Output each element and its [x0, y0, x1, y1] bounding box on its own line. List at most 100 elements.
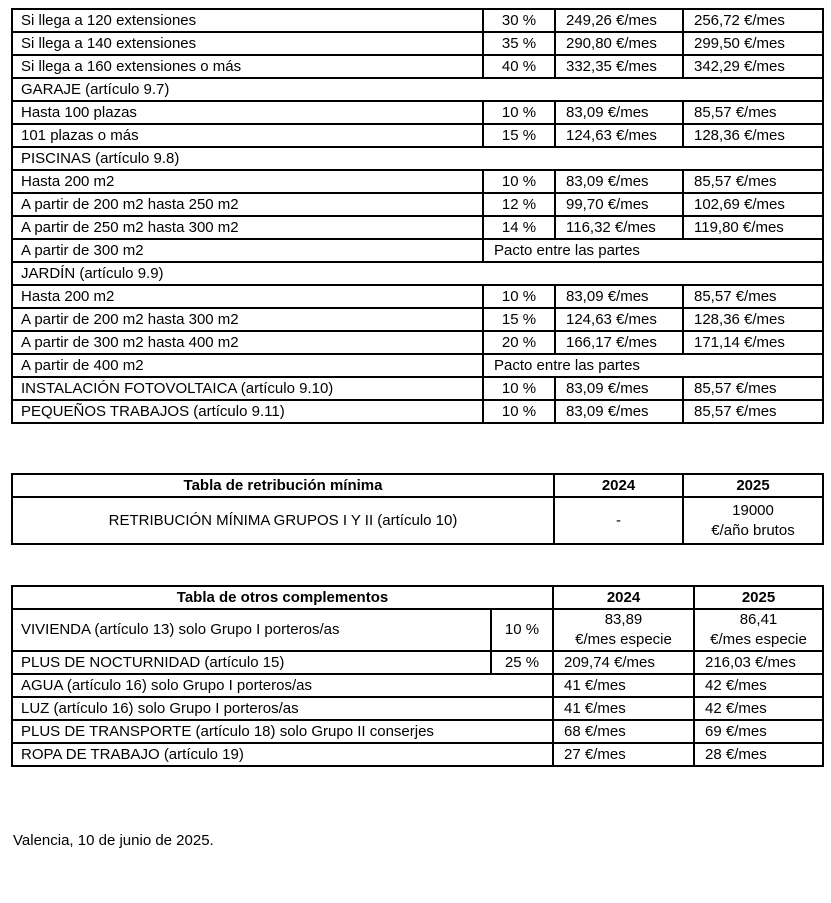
concept-cell: A partir de 300 m2 hasta 400 m2: [11, 330, 484, 355]
concept-cell: A partir de 300 m2: [11, 238, 484, 263]
value-2025-cell: 216,03 €/mes: [693, 650, 824, 675]
value-2024-cell: 332,35 €/mes: [554, 54, 684, 79]
concept-cell: Si llega a 140 extensiones: [11, 31, 484, 56]
table-row: Hasta 200 m2 10 % 83,09 €/mes 85,57 €/mes: [11, 284, 824, 309]
table-row: 101 plazas o más 15 % 124,63 €/mes 128,36 €…: [11, 123, 824, 148]
section-header-row: GARAJE (artículo 9.7): [11, 77, 824, 102]
percent-cell: 35 %: [482, 31, 556, 56]
percent-cell: 20 %: [482, 330, 556, 355]
value-2025-cell: 85,57 €/mes: [682, 399, 824, 424]
col-2025-header: 2025: [693, 585, 824, 610]
value-2025-cell: 19000 €/año brutos: [682, 496, 824, 545]
table-row: Si llega a 120 extensiones 30 % 249,26 €/m…: [11, 8, 824, 33]
concept-cell: Hasta 100 plazas: [11, 100, 484, 125]
table-header-row: Tabla de retribución mínima 2024 2025: [11, 473, 824, 498]
value-2025-cell: 86,41 €/mes especie: [693, 608, 824, 652]
value-2025-cell: 256,72 €/mes: [682, 8, 824, 33]
value-2024-cell: 83,09 €/mes: [554, 284, 684, 309]
table-row: Si llega a 160 extensiones o más 40 % 332,…: [11, 54, 824, 79]
value-2024-cell: 124,63 €/mes: [554, 123, 684, 148]
value-2024-cell: 209,74 €/mes: [552, 650, 695, 675]
concept-cell: Hasta 200 m2: [11, 169, 484, 194]
concept-cell: AGUA (artículo 16) solo Grupo I porteros…: [11, 673, 554, 698]
value-line: €/mes especie: [575, 631, 672, 648]
table-row: A partir de 200 m2 hasta 300 m2 15 % 124,6…: [11, 307, 824, 332]
value-2024-cell: 124,63 €/mes: [554, 307, 684, 332]
col-2025-header: 2025: [682, 473, 824, 498]
value-2024-cell: 166,17 €/mes: [554, 330, 684, 355]
table-row: VIVIENDA (artículo 13) solo Grupo I port…: [11, 608, 824, 652]
table-row: A partir de 400 m2 Pacto entre las partes: [11, 353, 824, 378]
value-2024-cell: 41 €/mes: [552, 696, 695, 721]
col-2024-header: 2024: [553, 473, 684, 498]
table-row: A partir de 300 m2 hasta 400 m2 20 % 166,1…: [11, 330, 824, 355]
table-row: Hasta 200 m2 10 % 83,09 €/mes 85,57 €/mes: [11, 169, 824, 194]
table-row: PLUS DE TRANSPORTE (artículo 18) solo Gr…: [11, 719, 824, 744]
value-2025-cell: 299,50 €/mes: [682, 31, 824, 56]
value-2024-cell: 68 €/mes: [552, 719, 695, 744]
value-line: 83,89: [604, 611, 643, 628]
concept-cell: PEQUEÑOS TRABAJOS (artículo 9.11): [11, 399, 484, 424]
percent-cell: 10 %: [482, 376, 556, 401]
concept-cell: PLUS DE NOCTURNIDAD (artículo 15): [11, 650, 492, 675]
otros-complementos-table: Tabla de otros complementos 2024 2025 VI…: [11, 585, 824, 767]
section-header-row: JARDÍN (artículo 9.9): [11, 261, 824, 286]
value-2025-cell: 85,57 €/mes: [682, 169, 824, 194]
table-row: A partir de 200 m2 hasta 250 m2 12 % 99,70…: [11, 192, 824, 217]
value-2024-cell: 83,89 €/mes especie: [552, 608, 695, 652]
percent-cell: 10 %: [482, 399, 556, 424]
concept-cell: Hasta 200 m2: [11, 284, 484, 309]
table-row: A partir de 250 m2 hasta 300 m2 14 % 116,3…: [11, 215, 824, 240]
percent-cell: 10 %: [482, 100, 556, 125]
concept-cell: LUZ (artículo 16) solo Grupo I porteros/…: [11, 696, 554, 721]
value-2025-cell: 119,80 €/mes: [682, 215, 824, 240]
concept-cell: RETRIBUCIÓN MÍNIMA GRUPOS I Y II (artícu…: [11, 496, 555, 545]
table-row: PLUS DE NOCTURNIDAD (artículo 15) 25 % 209…: [11, 650, 824, 675]
table-row: Si llega a 140 extensiones 35 % 290,80 €/m…: [11, 31, 824, 56]
concept-cell: A partir de 200 m2 hasta 250 m2: [11, 192, 484, 217]
concept-cell: INSTALACIÓN FOTOVOLTAICA (artículo 9.10): [11, 376, 484, 401]
percent-cell: 15 %: [482, 307, 556, 332]
table-row: A partir de 300 m2 Pacto entre las partes: [11, 238, 824, 263]
percent-cell: 10 %: [482, 169, 556, 194]
value-2024-cell: 83,09 €/mes: [554, 376, 684, 401]
value-2024-cell: 83,09 €/mes: [554, 399, 684, 424]
section-header-cell: JARDÍN (artículo 9.9): [11, 261, 824, 286]
concept-cell: 101 plazas o más: [11, 123, 484, 148]
percent-cell: 30 %: [482, 8, 556, 33]
table-row: RETRIBUCIÓN MÍNIMA GRUPOS I Y II (artícu…: [11, 496, 824, 545]
value-2024-cell: 99,70 €/mes: [554, 192, 684, 217]
col-2024-header: 2024: [552, 585, 695, 610]
concept-cell: ROPA DE TRABAJO (artículo 19): [11, 742, 554, 767]
table-header-row: Tabla de otros complementos 2024 2025: [11, 585, 824, 610]
concept-cell: PLUS DE TRANSPORTE (artículo 18) solo Gr…: [11, 719, 554, 744]
value-line: 86,41: [739, 611, 778, 628]
table-row: ROPA DE TRABAJO (artículo 19) 27 €/mes 28 …: [11, 742, 824, 767]
section-header-row: PISCINAS (artículo 9.8): [11, 146, 824, 171]
percent-cell: 12 %: [482, 192, 556, 217]
retribucion-minima-title-cell: Tabla de retribución mínima: [11, 473, 555, 498]
value-2025-cell: 85,57 €/mes: [682, 100, 824, 125]
section-header-cell: GARAJE (artículo 9.7): [11, 77, 824, 102]
supplements-table-body: Si llega a 120 extensiones 30 % 249,26 €/m…: [11, 8, 824, 424]
value-2024-cell: 116,32 €/mes: [554, 215, 684, 240]
value-2025-cell: 42 €/mes: [693, 696, 824, 721]
value-line: €/mes especie: [710, 631, 807, 648]
pacto-value-cell: Pacto entre las partes: [482, 238, 824, 263]
concept-cell: Si llega a 160 extensiones o más: [11, 54, 484, 79]
value-2025-cell: 171,14 €/mes: [682, 330, 824, 355]
section-header-cell: PISCINAS (artículo 9.8): [11, 146, 824, 171]
value-2024-cell: 290,80 €/mes: [554, 31, 684, 56]
concept-cell: A partir de 400 m2: [11, 353, 484, 378]
value-2025-cell: 28 €/mes: [693, 742, 824, 767]
table-row: PEQUEÑOS TRABAJOS (artículo 9.11) 10 % 83,…: [11, 399, 824, 424]
concept-cell: Si llega a 120 extensiones: [11, 8, 484, 33]
percent-cell: 10 %: [490, 608, 554, 652]
pacto-value-cell: Pacto entre las partes: [482, 353, 824, 378]
value-2025-cell: 128,36 €/mes: [682, 307, 824, 332]
table-row: AGUA (artículo 16) solo Grupo I porteros…: [11, 673, 824, 698]
retribucion-minima-table: Tabla de retribución mínima 2024 2025 RE…: [11, 473, 824, 545]
value-2025-cell: 102,69 €/mes: [682, 192, 824, 217]
value-2024-cell: 249,26 €/mes: [554, 8, 684, 33]
percent-cell: 25 %: [490, 650, 554, 675]
